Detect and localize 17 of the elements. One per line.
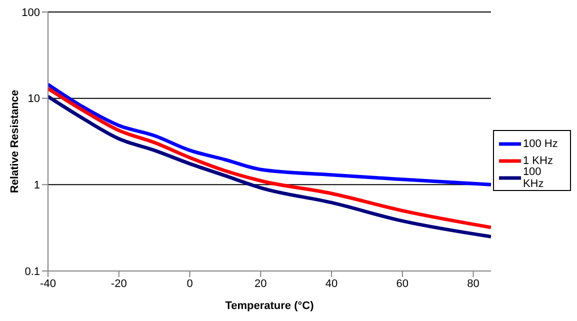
- x-tick-label: -40: [40, 278, 56, 290]
- y-tick-label: 0.1: [24, 266, 40, 278]
- legend-label: 100 Hz: [523, 138, 558, 150]
- legend-label: 1 KHz: [523, 154, 553, 166]
- y-tick-label: 100: [22, 6, 40, 19]
- x-tick-label: 20: [254, 278, 267, 290]
- x-tick-label: 40: [325, 278, 338, 290]
- y-tick-label: 10: [28, 93, 40, 106]
- y-axis-title: Relative Resistance: [8, 90, 21, 194]
- x-tick-label: 0: [186, 278, 193, 290]
- y-tick-label: 1: [34, 180, 40, 192]
- legend-label: 100 KHz: [522, 166, 545, 190]
- x-tick-label: 60: [396, 278, 409, 290]
- x-axis-title: Temperature (°C): [225, 300, 314, 312]
- x-tick-label: -20: [110, 278, 127, 290]
- x-tick-label: 80: [467, 278, 480, 290]
- line-series: [48, 82, 491, 186]
